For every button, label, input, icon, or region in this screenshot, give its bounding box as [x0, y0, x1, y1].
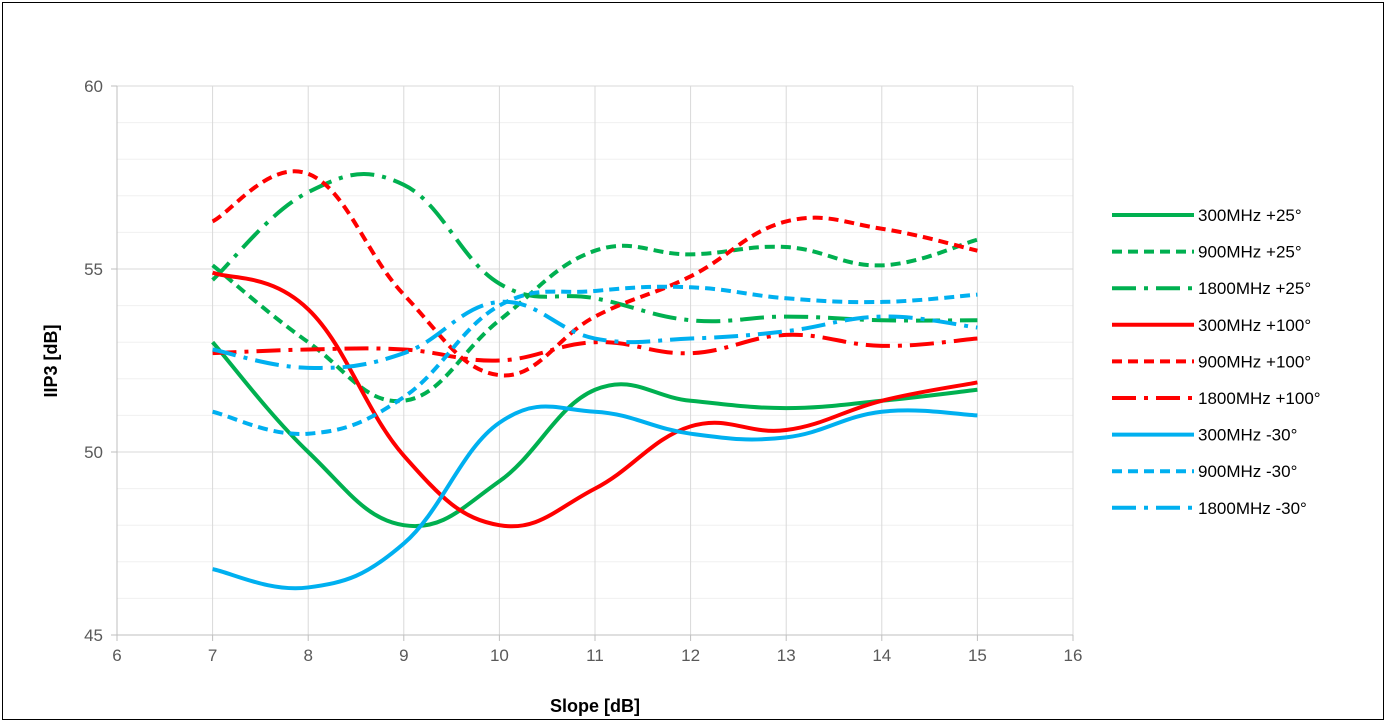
legend-item-7: 300MHz -30°	[1112, 426, 1297, 445]
legend-item-8: 900MHz -30°	[1112, 462, 1297, 481]
x-tick-label: 8	[303, 646, 312, 665]
legend-label: 300MHz +25°	[1198, 206, 1302, 225]
series-line-8	[212, 284, 978, 436]
x-tick-label: 12	[681, 646, 700, 665]
legend-item-4: 300MHz +100°	[1112, 316, 1311, 335]
y-tick-label: 45	[84, 626, 103, 645]
series-line-9	[212, 299, 978, 370]
legend-label: 900MHz +25°	[1198, 243, 1302, 262]
y-tick-label: 50	[84, 443, 103, 462]
series-line-5	[211, 169, 978, 378]
y-axis-title: IIP3 [dB]	[41, 324, 61, 397]
legend-label: 300MHz +100°	[1198, 316, 1311, 335]
legend-label: 900MHz +100°	[1198, 352, 1311, 371]
x-tick-label: 7	[208, 646, 217, 665]
legend-label: 1800MHz +25°	[1198, 279, 1311, 298]
series-line-2	[211, 237, 978, 404]
legend-label: 300MHz -30°	[1198, 426, 1297, 445]
series-line-4	[211, 270, 978, 529]
x-tick-label: 10	[490, 646, 509, 665]
legend-label: 1800MHz +100°	[1198, 389, 1321, 408]
legend-item-3: 1800MHz +25°	[1112, 279, 1311, 298]
y-tick-label: 55	[84, 260, 103, 279]
legend-item-2: 900MHz +25°	[1112, 243, 1302, 262]
legend-item-6: 1800MHz +100°	[1112, 389, 1321, 408]
x-tick-label: 15	[968, 646, 987, 665]
series-line-3	[211, 172, 978, 324]
series-line-7	[212, 404, 978, 591]
x-tick-label: 11	[586, 646, 604, 665]
legend-item-5: 900MHz +100°	[1112, 352, 1311, 371]
legend-label: 900MHz -30°	[1198, 462, 1297, 481]
x-tick-label: 13	[777, 646, 796, 665]
x-tick-label: 6	[112, 646, 121, 665]
x-tick-label: 14	[872, 646, 891, 665]
legend-item-1: 300MHz +25°	[1112, 206, 1302, 225]
x-tick-label: 16	[1064, 646, 1083, 665]
series-line-1	[211, 340, 978, 529]
legend-item-9: 1800MHz -30°	[1112, 499, 1307, 518]
legend-label: 1800MHz -30°	[1198, 499, 1307, 518]
x-tick-label: 9	[399, 646, 408, 665]
y-tick-label: 60	[84, 77, 103, 96]
legend: 300MHz +25° 900MHz +25° 1800MHz +25° 300MHz…	[1112, 206, 1321, 518]
axes: 6 7 8 9 10 11 12 13 14 15 16 45 50 55 60	[84, 77, 1082, 665]
series-line-6	[212, 332, 978, 363]
x-axis-title: Slope [dB]	[550, 696, 640, 716]
series-lines	[211, 169, 978, 591]
